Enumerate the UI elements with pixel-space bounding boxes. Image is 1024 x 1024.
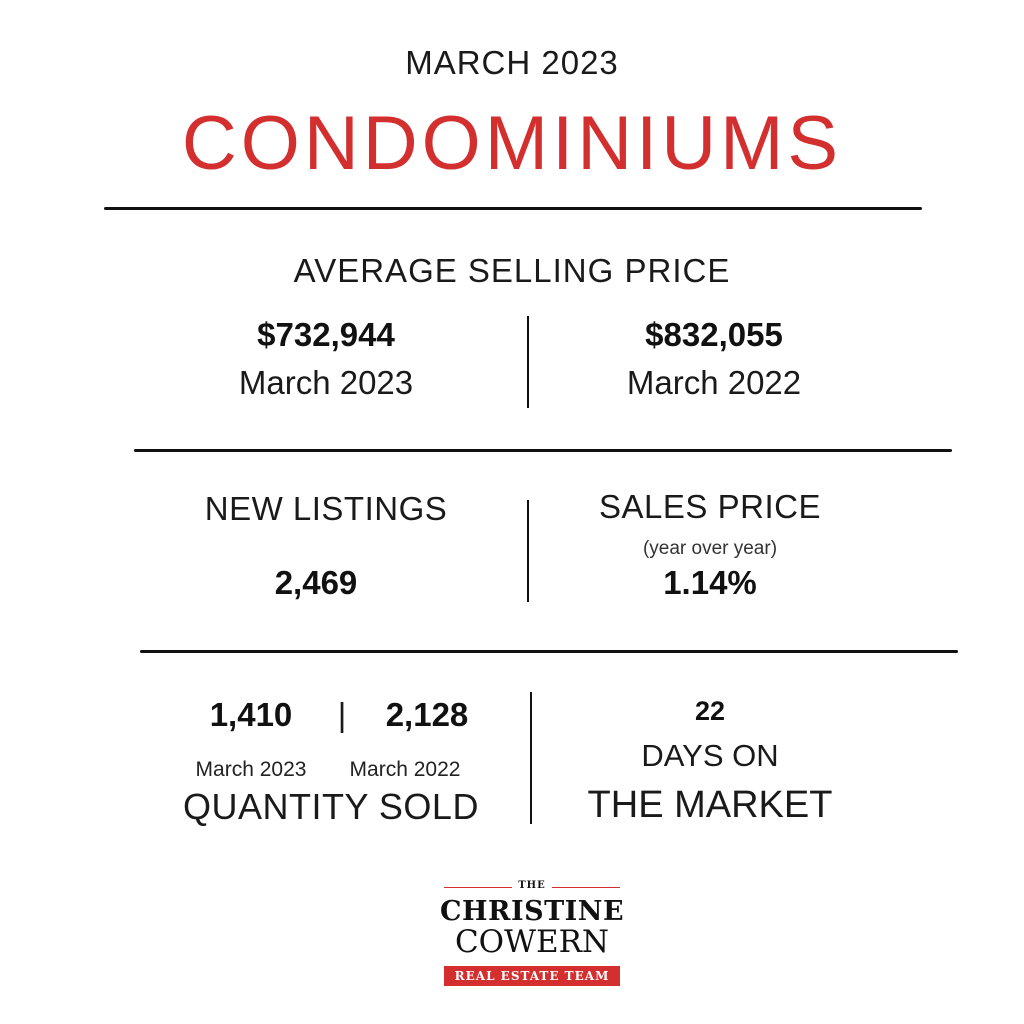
logo-rule-right <box>552 887 620 888</box>
days-on-market-value: 22 <box>694 696 726 726</box>
new-listings-title: NEW LISTINGS <box>204 490 448 527</box>
logo-rule-left <box>444 887 512 888</box>
quantity-sold-separator: | <box>337 696 347 733</box>
logo-name-line2: COWERN <box>454 924 610 960</box>
header-date: MARCH 2023 <box>405 44 619 81</box>
divider-bottom <box>140 650 958 653</box>
logo-tagline-band: REAL ESTATE TEAM <box>444 966 620 986</box>
divider-asp-vertical <box>527 316 529 408</box>
logo-tagline: REAL ESTATE TEAM <box>454 969 610 983</box>
quantity-sold-current-value: 1,410 <box>209 696 293 733</box>
sales-price-subtitle: (year over year) <box>642 538 778 559</box>
days-on-market-title-line2: THE MARKET <box>587 784 833 826</box>
divider-middle <box>134 449 952 452</box>
asp-current-value: $732,944 <box>257 316 395 353</box>
new-listings-value: 2,469 <box>274 564 358 601</box>
asp-previous-label: March 2022 <box>626 364 802 401</box>
divider-sold-vertical <box>530 692 532 824</box>
quantity-sold-current-label: March 2023 <box>195 758 307 781</box>
divider-top <box>104 207 922 210</box>
asp-previous-value: $832,055 <box>645 316 783 353</box>
average-selling-price-title: AVERAGE SELLING PRICE <box>293 252 731 289</box>
divider-listings-vertical <box>527 500 529 602</box>
quantity-sold-previous-label: March 2022 <box>349 758 461 781</box>
quantity-sold-title: QUANTITY SOLD <box>183 786 479 827</box>
logo-the: THE <box>518 880 546 891</box>
asp-current-label: March 2023 <box>238 364 414 401</box>
brand-logo: THE CHRISTINE COWERN REAL ESTATE TEAM <box>440 880 624 990</box>
sales-price-title: SALES PRICE <box>599 488 821 525</box>
sales-price-value: 1.14% <box>663 564 757 601</box>
page-title: CONDOMINIUMS <box>181 101 843 186</box>
logo-name-line1: CHRISTINE <box>440 896 625 927</box>
quantity-sold-previous-value: 2,128 <box>385 696 469 733</box>
days-on-market-title-line1: DAYS ON <box>641 738 779 773</box>
